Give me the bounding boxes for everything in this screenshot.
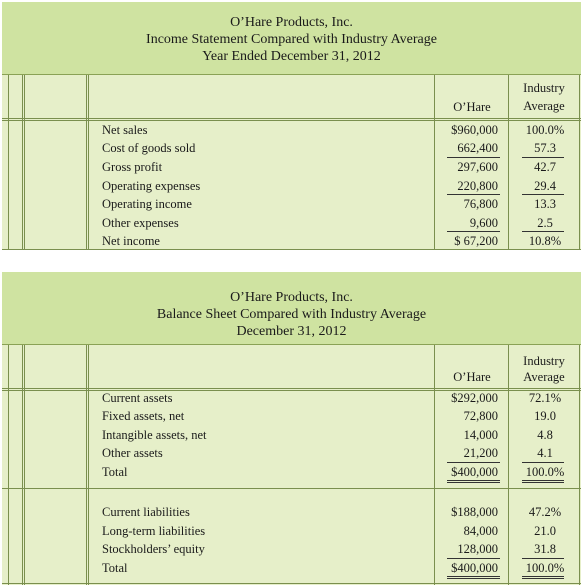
row-company-value: 21,200 [463, 446, 498, 460]
row-company-value: $ 67,200 [454, 234, 498, 248]
row-company-value: 220,800 [457, 179, 498, 193]
row-industry-value: 42.7 [534, 160, 556, 174]
row-industry-value: 13.3 [534, 197, 556, 211]
row-company-value: $292,000 [451, 391, 498, 405]
row-industry-value: 19.0 [534, 409, 556, 423]
balance-sheet-header: O’Hare Products, Inc. Balance Sheet Comp… [2, 272, 581, 345]
row-industry-value: 47.2% [528, 505, 562, 519]
income-statement-table: O’Hare Products, Inc. Income Statement C… [2, 2, 581, 250]
col-header-industry-1: Industry [523, 354, 565, 368]
row-label: Gross profit [102, 160, 163, 174]
row-label: Intangible assets, net [102, 428, 207, 442]
row-company-value: 84,000 [463, 524, 498, 538]
balance-sheet-table: O’Hare Products, Inc. Balance Sheet Comp… [2, 272, 581, 585]
row-label: Fixed assets, net [102, 409, 185, 423]
row-industry-value: 21.0 [534, 524, 556, 538]
col-header-company: O’Hare [453, 370, 491, 384]
row-label: Operating expenses [102, 179, 201, 193]
income-statement-header: O’Hare Products, Inc. Income Statement C… [2, 2, 581, 75]
row-label: Net income [102, 234, 160, 248]
row-company-value: 76,800 [463, 197, 498, 211]
row-company-value: $400,000 [451, 465, 498, 479]
row-industry-value: 72.1% [528, 391, 562, 405]
row-industry-value: 31.8 [534, 542, 556, 556]
row-industry-value: 100.0% [525, 561, 565, 575]
row-label: Total [102, 465, 128, 479]
row-label: Net sales [102, 123, 148, 137]
row-company-value: 128,000 [457, 542, 498, 556]
company-name: O’Hare Products, Inc. [230, 15, 353, 30]
row-industry-value: 10.8% [528, 234, 562, 248]
row-company-value: 297,600 [457, 160, 498, 174]
row-industry-value: 4.1 [537, 446, 553, 460]
row-label: Total [102, 561, 128, 575]
row-company-value: 662,400 [457, 141, 498, 155]
row-label: Other assets [102, 446, 163, 460]
row-company-value: $188,000 [451, 505, 498, 519]
row-company-value: $960,000 [451, 123, 498, 137]
row-company-value: $400,000 [451, 561, 498, 575]
col-header-industry-1: Industry [523, 81, 565, 95]
col-header-industry-2: Average [523, 370, 565, 384]
row-industry-value: 100.0% [525, 465, 565, 479]
row-label: Cost of goods sold [102, 141, 196, 155]
company-name: O’Hare Products, Inc. [230, 290, 353, 305]
row-label: Stockholders’ equity [102, 542, 205, 556]
statement-title: Balance Sheet Compared with Industry Ave… [156, 307, 427, 322]
row-industry-value: 100.0% [525, 123, 565, 137]
row-label: Current assets [102, 391, 173, 405]
row-industry-value: 29.4 [534, 179, 556, 193]
row-company-value: 9,600 [469, 216, 498, 230]
statement-period: December 31, 2012 [236, 324, 347, 339]
row-industry-value: 4.8 [537, 428, 553, 442]
row-label: Other expenses [102, 216, 179, 230]
col-header-company: O’Hare [453, 100, 491, 114]
row-label: Current liabilities [102, 505, 190, 519]
row-industry-value: 57.3 [534, 141, 556, 155]
row-industry-value: 2.5 [537, 216, 553, 230]
row-company-value: 14,000 [463, 428, 498, 442]
col-header-industry-2: Average [523, 99, 565, 113]
row-label: Operating income [102, 197, 192, 211]
statement-period: Year Ended December 31, 2012 [202, 49, 381, 64]
statement-title: Income Statement Compared with Industry … [146, 32, 437, 47]
row-label: Long-term liabilities [102, 524, 206, 538]
row-company-value: 72,800 [463, 409, 498, 423]
